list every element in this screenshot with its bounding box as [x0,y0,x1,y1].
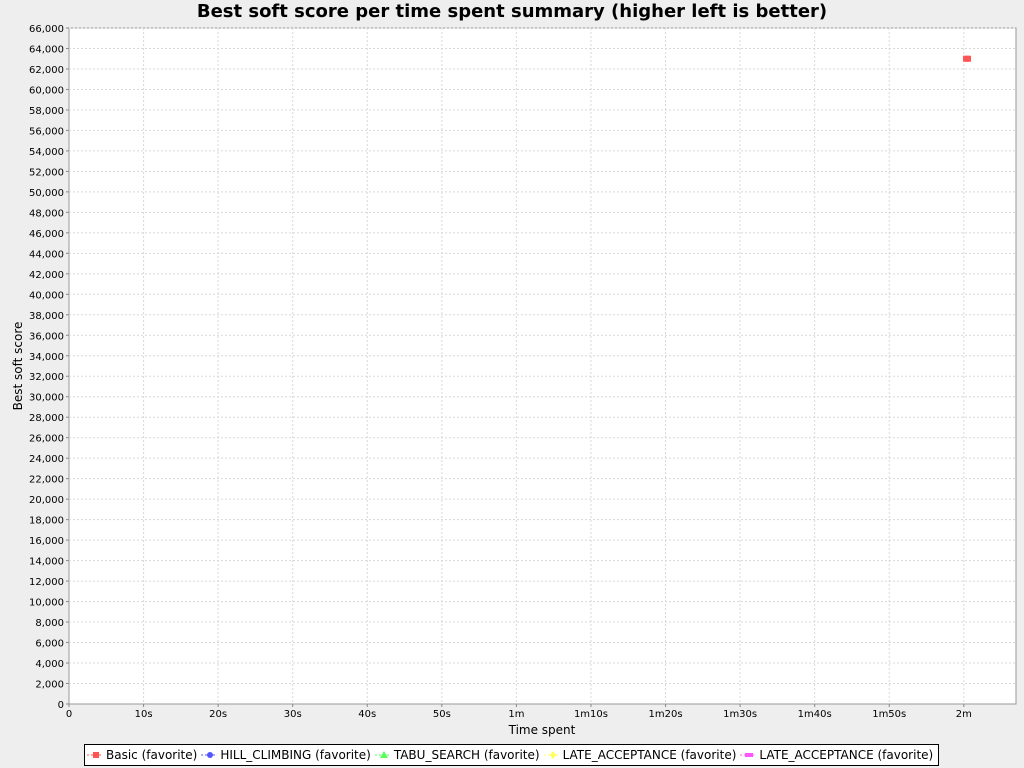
y-tick-label: 50,000 [29,188,64,199]
y-tick-label: 40,000 [29,290,64,301]
y-tick-label: 46,000 [29,229,64,240]
data-point [965,55,972,62]
x-tick-label: 20s [209,709,227,720]
y-tick-label: 48,000 [29,208,64,219]
x-tick-label: 1m30s [723,709,757,720]
y-tick-label: 52,000 [29,167,64,178]
x-tick-label: 50s [433,709,451,720]
y-tick-label: 10,000 [29,598,64,609]
y-tick-label: 62,000 [29,65,64,76]
x-tick-label: 2m [956,709,972,720]
y-tick-label: 66,000 [29,24,64,35]
legend-marker [740,753,757,757]
legend-item: LATE_ACCEPTANCE (favorite) [740,748,933,762]
y-tick-label: 8,000 [35,618,64,629]
y-tick-label: 30,000 [29,393,64,404]
legend: Basic (favorite) HILL_CLIMBING (favorite)… [84,744,939,766]
y-tick-label: 26,000 [29,434,64,445]
y-tick-label: 24,000 [29,454,64,465]
y-tick-label: 28,000 [29,413,64,424]
y-tick-label: 2,000 [35,680,64,691]
x-tick-label: 0 [66,709,72,720]
legend-item: HILL_CLIMBING (favorite) [201,748,371,762]
y-tick-label: 36,000 [29,331,64,342]
y-tick-label: 60,000 [29,85,64,96]
y-tick-label: 44,000 [29,249,64,260]
legend-item: Basic (favorite) [87,748,197,762]
y-tick-label: 12,000 [29,577,64,588]
x-tick-label: 1m10s [574,709,608,720]
y-tick-label: 16,000 [29,536,64,547]
x-tick-label: 10s [135,709,153,720]
legend-item: TABU_SEARCH (favorite) [374,748,540,762]
y-tick-label: 54,000 [29,147,64,158]
y-tick-label: 22,000 [29,475,64,486]
legend-label: LATE_ACCEPTANCE (favorite) [562,748,737,762]
y-tick-label: 38,000 [29,311,64,322]
y-tick-label: 18,000 [29,516,64,527]
plot-area [68,27,1017,705]
x-tick-label: 30s [284,709,302,720]
y-tick-label: 56,000 [29,126,64,137]
legend-label: HILL_CLIMBING (favorite) [220,748,371,762]
y-tick-label: 32,000 [29,372,64,383]
y-tick-label: 0 [58,700,64,711]
x-tick-label: 1m [508,709,524,720]
y-tick-label: 4,000 [35,659,64,670]
y-tick-label: 34,000 [29,352,64,363]
y-tick-label: 42,000 [29,270,64,281]
axis-layer: 0 2,000 4,000 6,000 8,000 10,000 12,000 14,000 1… [29,24,972,720]
x-axis-label: Time spent [508,723,576,737]
y-tick-label: 64,000 [29,44,64,55]
x-tick-label: 40s [358,709,376,720]
legend-label: Basic (favorite) [106,748,198,762]
y-axis-label: Best soft score [11,322,25,411]
legend-label: LATE_ACCEPTANCE (favorite) [759,748,934,762]
legend-marker [543,751,560,759]
legend-item: LATE_ACCEPTANCE (favorite) [543,748,737,762]
y-tick-label: 6,000 [35,639,64,650]
x-tick-label: 1m40s [798,709,832,720]
legend-label: TABU_SEARCH (favorite) [393,748,540,762]
y-tick-label: 14,000 [29,557,64,568]
x-tick-label: 1m50s [872,709,906,720]
legend-marker [374,751,391,758]
legend-marker [87,752,103,758]
chart-title: Best soft score per time spent summary (… [196,1,828,22]
y-tick-label: 58,000 [29,106,64,117]
y-tick-label: 20,000 [29,495,64,506]
marks-layer [963,55,972,62]
legend-marker [201,752,218,758]
grid-layer [69,27,1016,704]
x-tick-label: 1m20s [649,709,683,720]
